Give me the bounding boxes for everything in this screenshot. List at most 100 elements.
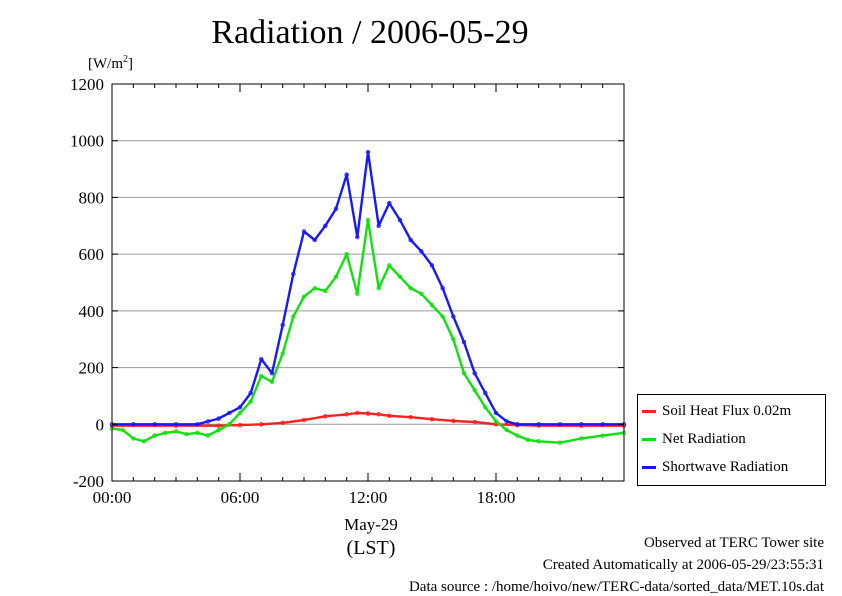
- series-layer: [109, 149, 627, 445]
- data-point: [451, 314, 456, 319]
- data-point: [600, 422, 605, 427]
- data-point: [387, 200, 392, 206]
- data-point: [269, 379, 275, 384]
- footer-source: Data source : /home/hoivo/new/TERC-data/…: [408, 579, 824, 595]
- legend-label: Shortwave Radiation: [662, 458, 789, 475]
- data-point: [205, 419, 211, 424]
- data-point: [408, 414, 413, 420]
- data-point: [291, 271, 296, 277]
- data-point: [163, 430, 168, 435]
- data-point: [355, 234, 360, 240]
- data-point: [280, 351, 285, 356]
- data-point: [216, 416, 221, 421]
- data-point: [248, 390, 253, 396]
- data-point: [227, 410, 232, 416]
- data-point: [429, 263, 435, 268]
- data-point: [365, 217, 371, 223]
- data-point: [376, 412, 381, 417]
- data-point: [515, 433, 520, 438]
- data-point: [483, 390, 488, 396]
- y-tick-label: 400: [79, 302, 105, 321]
- data-point: [493, 410, 499, 416]
- legend-item-soil-heat-flux: Soil Heat Flux 0.02m: [642, 400, 791, 422]
- data-point: [141, 439, 147, 444]
- data-point: [397, 217, 403, 223]
- data-point: [515, 422, 520, 427]
- data-point: [365, 411, 371, 416]
- y-tick-label: 1200: [70, 75, 104, 94]
- data-point: [120, 427, 125, 433]
- x-tick-label: 00:00: [93, 488, 132, 507]
- soil-heat-flux-swatch: [642, 409, 656, 413]
- data-point: [344, 172, 349, 177]
- chart-title: Radiation / 2006-05-29: [211, 14, 529, 51]
- y-tick-label: 200: [79, 359, 105, 378]
- data-point: [173, 429, 179, 434]
- data-point: [376, 223, 381, 228]
- data-point: [536, 439, 541, 444]
- legend-item-shortwave-radiation: Shortwave Radiation: [642, 456, 788, 478]
- data-point: [205, 433, 211, 438]
- data-point: [408, 285, 413, 291]
- data-point: [557, 440, 563, 445]
- data-point: [387, 263, 392, 268]
- shortwave-radiation-swatch: [642, 465, 656, 469]
- legend-label: Soil Heat Flux 0.02m: [662, 402, 792, 419]
- data-point: [152, 422, 157, 427]
- data-point: [344, 412, 349, 417]
- data-point: [557, 422, 563, 427]
- series-line-0: [112, 411, 624, 427]
- data-point: [536, 422, 541, 427]
- data-point: [312, 285, 317, 291]
- y-tick-label: 600: [79, 245, 105, 264]
- data-point: [280, 322, 285, 328]
- data-point: [419, 291, 424, 297]
- data-point: [440, 285, 445, 291]
- plot-frame: [111, 83, 625, 482]
- data-point: [195, 430, 200, 435]
- x-tick-label: 06:00: [221, 488, 260, 507]
- data-point: [301, 294, 307, 299]
- data-point: [333, 274, 339, 280]
- data-point: [493, 419, 499, 424]
- data-point: [504, 427, 509, 433]
- data-point: [429, 302, 435, 308]
- data-point: [291, 314, 296, 319]
- data-point: [237, 405, 243, 410]
- footer-observed: Observed at TERC Tower site: [643, 535, 824, 551]
- data-point: [579, 436, 584, 441]
- footer-created: Created Automatically at 2006-05-29/23:5…: [542, 557, 824, 573]
- series-line-1: [111, 218, 625, 444]
- x-axis-title: (LST): [346, 537, 396, 559]
- series-line-2: [112, 150, 624, 426]
- data-point: [259, 356, 264, 362]
- legend-item-net-radiation: Net Radiation: [642, 428, 746, 450]
- data-point: [440, 314, 445, 319]
- data-point: [301, 229, 307, 234]
- grid-lines: [112, 140, 624, 425]
- data-point: [173, 422, 179, 427]
- y-tick-label: 1000: [70, 132, 104, 151]
- data-point: [461, 339, 467, 345]
- data-point: [472, 388, 477, 393]
- data-point: [472, 371, 477, 376]
- data-point: [344, 251, 349, 257]
- data-point: [451, 418, 456, 424]
- data-point: [152, 433, 157, 438]
- data-point: [131, 422, 136, 427]
- y-tick-label: -200: [73, 472, 104, 491]
- axes: -200 0 200 400 600 800 1000 1200 00:00 06:00 12:00…: [70, 75, 625, 507]
- data-point: [355, 410, 360, 416]
- data-point: [461, 371, 467, 376]
- net-radiation-swatch: [642, 437, 656, 441]
- data-point: [195, 422, 200, 427]
- data-point: [216, 423, 221, 428]
- data-point: [429, 416, 435, 422]
- data-point: [376, 285, 381, 291]
- date-label: May-29: [344, 515, 398, 534]
- data-point: [216, 427, 221, 433]
- x-tick-label: 18:00: [477, 488, 516, 507]
- data-point: [323, 223, 328, 228]
- data-point: [419, 249, 424, 254]
- data-point: [472, 419, 477, 425]
